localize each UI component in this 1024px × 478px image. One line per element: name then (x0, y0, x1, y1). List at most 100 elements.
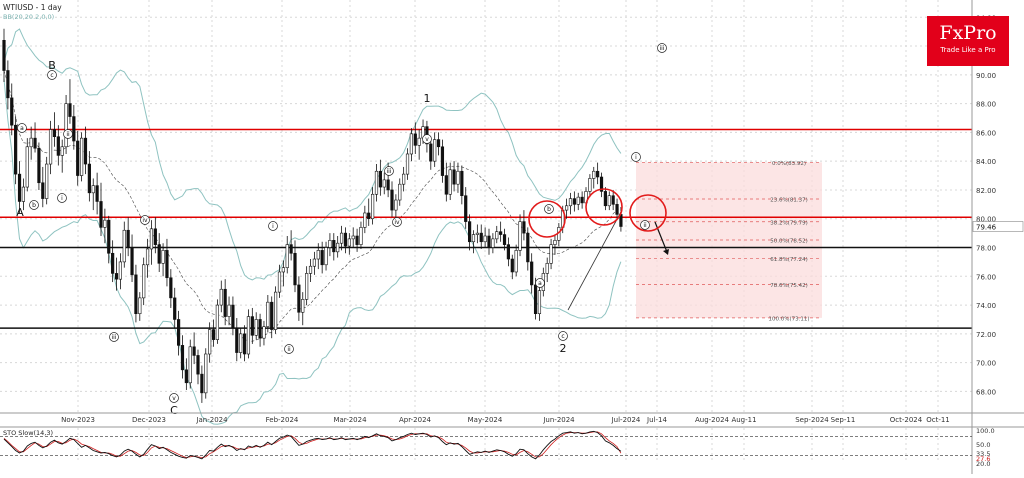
candle-up (370, 193, 375, 220)
candle-up (227, 304, 231, 317)
candle-down (596, 170, 600, 178)
wave-label-circle (640, 220, 650, 230)
stoch-tick-label: 20.0 (976, 460, 990, 468)
candle-down (180, 345, 185, 371)
candle-up (351, 235, 355, 240)
candle-down (250, 316, 254, 336)
projection-arrow (654, 221, 668, 253)
fib-level-label: 100.0%(73.11) (768, 316, 809, 322)
wave-label: A (16, 206, 24, 219)
wave-label: iv (394, 219, 400, 226)
x-tick-label: Feb-2024 (266, 416, 299, 424)
wave-label: B (48, 59, 56, 72)
y-tick-label: 74.00 (976, 302, 996, 310)
x-tick-label: Aug-11 (731, 416, 756, 424)
candle-down (487, 235, 491, 248)
candle-down (14, 124, 18, 175)
wave-label: iii (659, 45, 664, 52)
x-tick-label: Sep-11 (831, 416, 856, 424)
wave-label: c (561, 333, 564, 340)
candle-up (347, 238, 351, 247)
wave-label: iv (142, 217, 148, 224)
candle-down (526, 232, 530, 263)
candle-up (545, 263, 549, 274)
candle-up (402, 173, 406, 185)
candle-down (41, 182, 45, 199)
wave-label-circle (63, 129, 73, 139)
candle-up (409, 133, 414, 155)
x-tick-label: Jul-2024 (611, 416, 641, 424)
candle-up (328, 240, 332, 248)
candle-down (68, 103, 72, 117)
x-tick-label: Oct-11 (926, 416, 950, 424)
wave-label-circle (544, 204, 554, 214)
candle-up (285, 244, 289, 268)
bollinger-upper (3, 28, 622, 281)
candle-up (208, 329, 212, 355)
candle-down (499, 231, 503, 235)
candle-up (215, 304, 220, 340)
candle-up (80, 137, 84, 176)
candle-down (33, 137, 37, 149)
candle-down (223, 288, 227, 317)
candle-down (2, 39, 6, 71)
highlight-circle (629, 194, 667, 232)
candle-up (433, 139, 437, 162)
candle-up (122, 229, 126, 263)
candle-down (72, 116, 76, 142)
candle-up (359, 227, 363, 245)
candle-up (254, 319, 258, 336)
fib-level-label: 78.6%(75.42) (770, 283, 808, 289)
x-tick-label: Jan-2024 (195, 416, 228, 424)
candle-down (111, 252, 115, 274)
trend-line (567, 209, 623, 311)
candle-up (592, 170, 596, 179)
candle-down (200, 373, 204, 394)
candle-down (413, 133, 417, 146)
wave-label-circle (631, 152, 641, 162)
candle-down (134, 274, 138, 315)
candle-up (204, 353, 208, 394)
y-tick-label: 76.00 (976, 273, 996, 281)
x-tick-label: Jun-2024 (542, 416, 575, 424)
stoch-k-line (3, 430, 622, 460)
wave-label: c (50, 72, 53, 79)
wave-label: iii (386, 168, 391, 175)
candle-up (149, 228, 154, 250)
candle-up (118, 261, 122, 280)
indicator-label: BB(20,20.2,0,0) (3, 13, 54, 21)
candle-up (266, 301, 270, 327)
candle-down (293, 252, 297, 286)
candle-up (246, 316, 251, 355)
moving-average (3, 70, 622, 342)
candle-up (471, 234, 476, 243)
candle-up (324, 247, 328, 266)
candle-up (607, 195, 611, 207)
wave-label-circle (169, 393, 179, 403)
x-tick-label: Jul-14 (646, 416, 667, 424)
y-tick-label: 68.00 (976, 388, 996, 396)
candle-down (10, 97, 14, 126)
candle-down (440, 146, 445, 176)
candle-down (56, 136, 60, 156)
candle-up (549, 244, 553, 264)
fib-level-label: 50.0%(78.52) (770, 239, 808, 245)
x-tick-label: Apr-2024 (399, 416, 432, 424)
candle-up (45, 163, 49, 199)
candle-up (514, 250, 518, 273)
wave-label: b (547, 206, 551, 213)
candle-up (277, 271, 282, 293)
fib-level-label: 23.6%(81.37) (770, 198, 808, 204)
candle-up (142, 264, 146, 299)
candle-up (273, 291, 278, 330)
wave-label-circle (17, 123, 27, 133)
candle-up (316, 250, 320, 260)
candle-up (188, 346, 192, 384)
candle-down (533, 284, 538, 315)
candle-up (394, 199, 398, 211)
candle-up (495, 231, 499, 240)
wave-label-circle (47, 70, 57, 80)
candle-down (343, 232, 348, 247)
candle-down (522, 221, 526, 234)
